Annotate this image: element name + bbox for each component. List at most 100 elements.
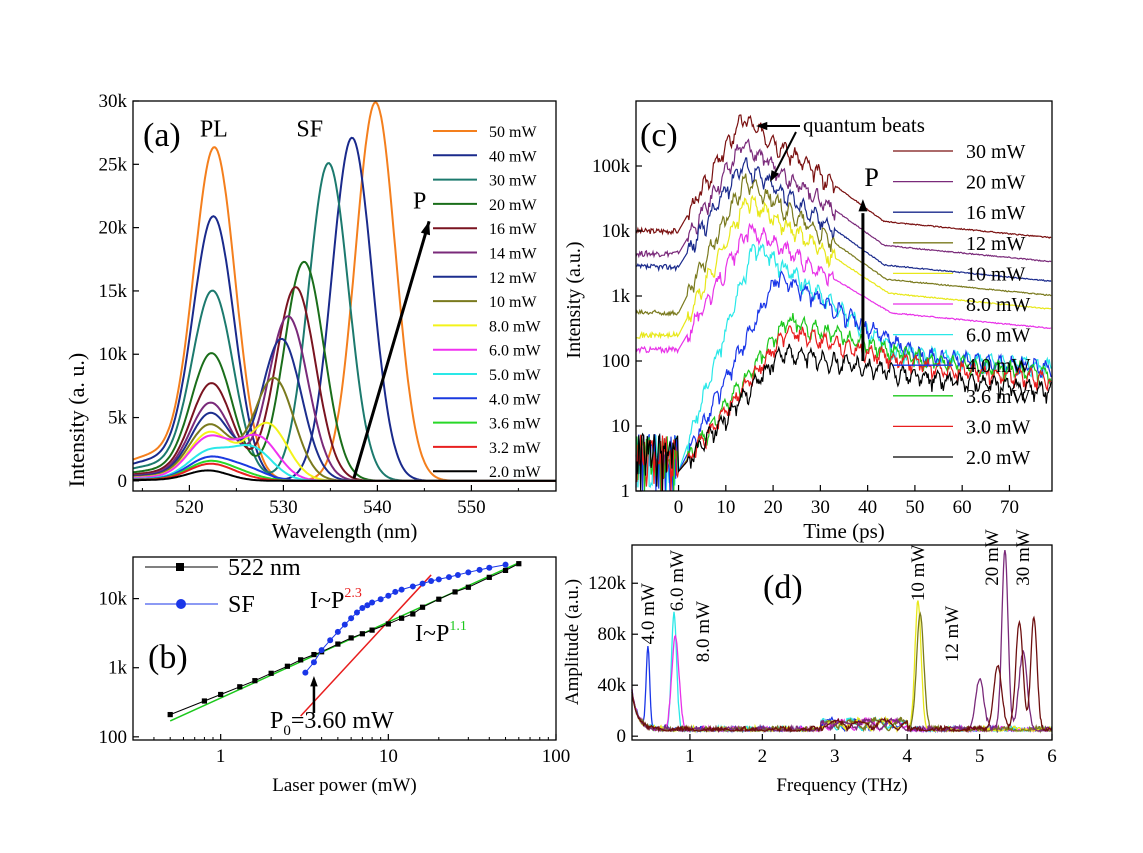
- x-tick-label: 540: [363, 497, 392, 518]
- peak-label: 8.0 mW: [693, 601, 714, 662]
- data-point-circle: [353, 609, 360, 616]
- x-tick-label: 10: [379, 746, 398, 767]
- data-point-square: [465, 584, 471, 590]
- y-tick-label: 1k: [108, 658, 128, 679]
- power-arrow-head: [858, 199, 868, 212]
- threshold-value: =3.60 mW: [291, 708, 394, 734]
- x-tick-label: 6: [1047, 746, 1057, 767]
- legend-label: 50 mW: [489, 124, 537, 141]
- panel-a-frame: [132, 100, 557, 492]
- panel-b-label: (b): [148, 639, 188, 676]
- legend-label: 10 mW: [966, 263, 1026, 285]
- panel-c: 0 10 20 30 40 50 60 70 1 10 100 1k 10k 100k (c) Time (p…: [563, 100, 1053, 543]
- legend-marker: [176, 599, 186, 609]
- data-point-circle: [409, 583, 416, 590]
- spectrum-line-14: [133, 469, 556, 482]
- data-point-square: [452, 589, 458, 595]
- panel-b-frame: [132, 556, 557, 741]
- x-axis-label: Laser power (mW): [272, 775, 417, 796]
- x-tick-label: 520: [175, 497, 204, 518]
- legend-label: 40 mW: [489, 148, 537, 165]
- data-point-square: [311, 651, 317, 658]
- panel-d: 1 2 3 4 5 6 0 40k 80k 120k (d) Frequency (THz) Ampli…: [562, 529, 1057, 796]
- data-point-circle: [334, 628, 341, 635]
- y-tick-label: 100: [99, 727, 128, 748]
- panel-c-label: (c): [640, 117, 678, 154]
- data-point-square: [410, 611, 416, 617]
- legend-label: 12 mW: [966, 233, 1026, 255]
- data-point-square: [167, 711, 173, 718]
- quantum-beats-label: quantum beats: [803, 113, 925, 137]
- y-tick-label: 15k: [99, 281, 128, 302]
- x-tick-label: 550: [457, 497, 486, 518]
- panel-a-label: (a): [143, 117, 181, 154]
- panel-a: 520 530 540 550 0 5k 10k 15k 20k 25k 30k (a) Wavelen…: [64, 91, 557, 543]
- peak-label: 4.0 mW: [638, 583, 659, 644]
- annotation-p: P: [413, 189, 426, 215]
- y-tick-label: 120k: [588, 573, 627, 594]
- panel-d-label: (d): [763, 569, 803, 606]
- data-point-circle: [348, 615, 355, 622]
- data-point-square: [516, 561, 522, 567]
- data-point-circle: [369, 599, 376, 606]
- annotation-sf: SF: [296, 116, 323, 142]
- data-point-circle: [398, 586, 405, 593]
- legend-label: 30 mW: [489, 173, 537, 190]
- legend-label: 12 mW: [489, 270, 537, 287]
- y-tick-label: 25k: [99, 154, 128, 175]
- data-point-square: [237, 684, 243, 690]
- data-point-circle: [428, 577, 435, 584]
- legend-label: 6.0 mW: [966, 325, 1031, 347]
- x-tick-label: 60: [953, 497, 972, 518]
- legend-label: 16 mW: [489, 221, 537, 238]
- data-point-circle: [454, 571, 461, 578]
- data-point-square: [385, 621, 391, 627]
- x-axis-label: Frequency (THz): [776, 775, 907, 796]
- fit-exponent-0: 2.3: [344, 586, 362, 601]
- decay-trace-8: [635, 313, 1052, 492]
- decay-trace-1: [635, 138, 1052, 263]
- threshold-arrow-head: [310, 676, 318, 687]
- x-tick-label: 530: [269, 497, 298, 518]
- x-tick-label: 10: [716, 497, 735, 518]
- x-tick-label: 70: [1000, 497, 1019, 518]
- peak-label: 30 mW: [1013, 529, 1034, 586]
- legend-label: 522 nm: [228, 555, 301, 581]
- data-point-circle: [392, 588, 399, 595]
- x-axis-label: Wavelength (nm): [272, 519, 418, 543]
- x-tick-label: 2: [758, 746, 768, 767]
- y-tick-label: 100k: [592, 156, 631, 177]
- data-point-square: [201, 698, 208, 704]
- legend-label: 3.0 mW: [966, 416, 1031, 438]
- y-tick-label: 10k: [602, 221, 631, 242]
- power-label: P: [864, 163, 878, 192]
- y-axis-label: Intensity (a. u.): [64, 353, 89, 487]
- legend-label: 8.0 mW: [489, 318, 541, 335]
- y-tick-label: 10k: [99, 344, 128, 365]
- data-point-square: [502, 567, 509, 573]
- data-point-circle: [435, 576, 442, 583]
- y-tick-label: 20k: [99, 218, 128, 239]
- threshold-label: P0=3.60 mW: [270, 708, 394, 739]
- power-arrow-shaft: [352, 220, 431, 479]
- legend-label: 16 mW: [966, 202, 1026, 224]
- decay-trace-2: [635, 157, 1052, 282]
- peak-label: 20 mW: [982, 529, 1003, 586]
- legend-label: 20 mW: [966, 172, 1026, 194]
- data-point-circle: [465, 569, 472, 576]
- data-point-square: [268, 670, 274, 676]
- data-point-circle: [310, 659, 317, 666]
- peak-label: 12 mW: [942, 606, 963, 663]
- x-tick-label: 5: [975, 746, 985, 767]
- decay-trace-3: [635, 173, 1052, 317]
- x-tick-label: 40: [858, 497, 877, 518]
- legend-label: 14 mW: [489, 246, 537, 263]
- data-point-square: [486, 574, 492, 580]
- legend-label: 3.6 mW: [966, 386, 1031, 408]
- data-point-square: [335, 641, 341, 647]
- data-point-circle: [341, 621, 348, 628]
- decay-trace-5: [635, 222, 1052, 355]
- y-tick-label: 10: [611, 416, 630, 437]
- decay-trace-10: [635, 343, 1052, 492]
- data-point-circle: [318, 647, 325, 654]
